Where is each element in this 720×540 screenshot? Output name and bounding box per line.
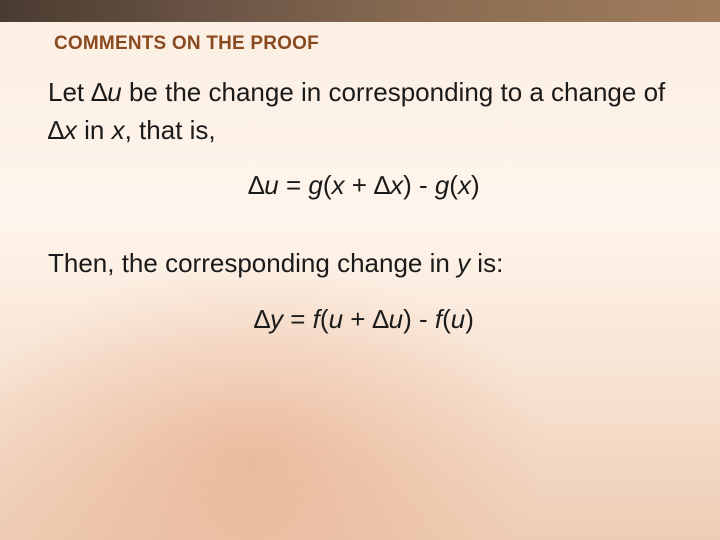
func-g: g bbox=[435, 170, 449, 200]
text: ) bbox=[471, 170, 480, 200]
text: = bbox=[279, 170, 309, 200]
func-g: g bbox=[308, 170, 322, 200]
func-f: f bbox=[313, 304, 320, 334]
var-x: x bbox=[390, 170, 403, 200]
var-y: y bbox=[270, 304, 283, 334]
text: ∆ bbox=[248, 170, 264, 200]
top-bar bbox=[0, 0, 720, 22]
text: ) - bbox=[403, 170, 435, 200]
text: ∆ bbox=[254, 304, 270, 334]
var-u: u bbox=[329, 304, 343, 334]
text: ( bbox=[320, 304, 329, 334]
paragraph-2: Then, the corresponding change in y is: bbox=[48, 245, 680, 283]
slide-content: Let ∆u be the change in corresponding to… bbox=[48, 74, 680, 338]
var-x: x bbox=[112, 115, 125, 145]
equation-2: ∆y = f(u + ∆u) - f(u) bbox=[48, 301, 680, 339]
var-u: u bbox=[451, 304, 465, 334]
var-y: y bbox=[457, 248, 470, 278]
text: = bbox=[283, 304, 313, 334]
text: in bbox=[77, 115, 112, 145]
text: ( bbox=[442, 304, 451, 334]
text: ( bbox=[323, 170, 332, 200]
var-x: x bbox=[332, 170, 345, 200]
text: is: bbox=[470, 248, 503, 278]
equation-1: ∆u = g(x + ∆x) - g(x) bbox=[48, 167, 680, 205]
text: Then, the corresponding change in bbox=[48, 248, 457, 278]
var-u: u bbox=[264, 170, 278, 200]
text: Let ∆ bbox=[48, 77, 107, 107]
var-u: u bbox=[389, 304, 403, 334]
slide-header: COMMENTS ON THE PROOF bbox=[54, 33, 319, 55]
text: + ∆ bbox=[343, 304, 389, 334]
header-title: COMMENTS ON THE PROOF bbox=[54, 33, 319, 54]
var-x: x bbox=[64, 115, 77, 145]
text: + ∆ bbox=[345, 170, 391, 200]
text: ) bbox=[465, 304, 474, 334]
text: ) - bbox=[403, 304, 435, 334]
paragraph-1: Let ∆u be the change in corresponding to… bbox=[48, 74, 680, 149]
var-u: u bbox=[107, 77, 121, 107]
text: ( bbox=[449, 170, 458, 200]
text: , that is, bbox=[125, 115, 216, 145]
func-f: f bbox=[435, 304, 442, 334]
var-x: x bbox=[458, 170, 471, 200]
